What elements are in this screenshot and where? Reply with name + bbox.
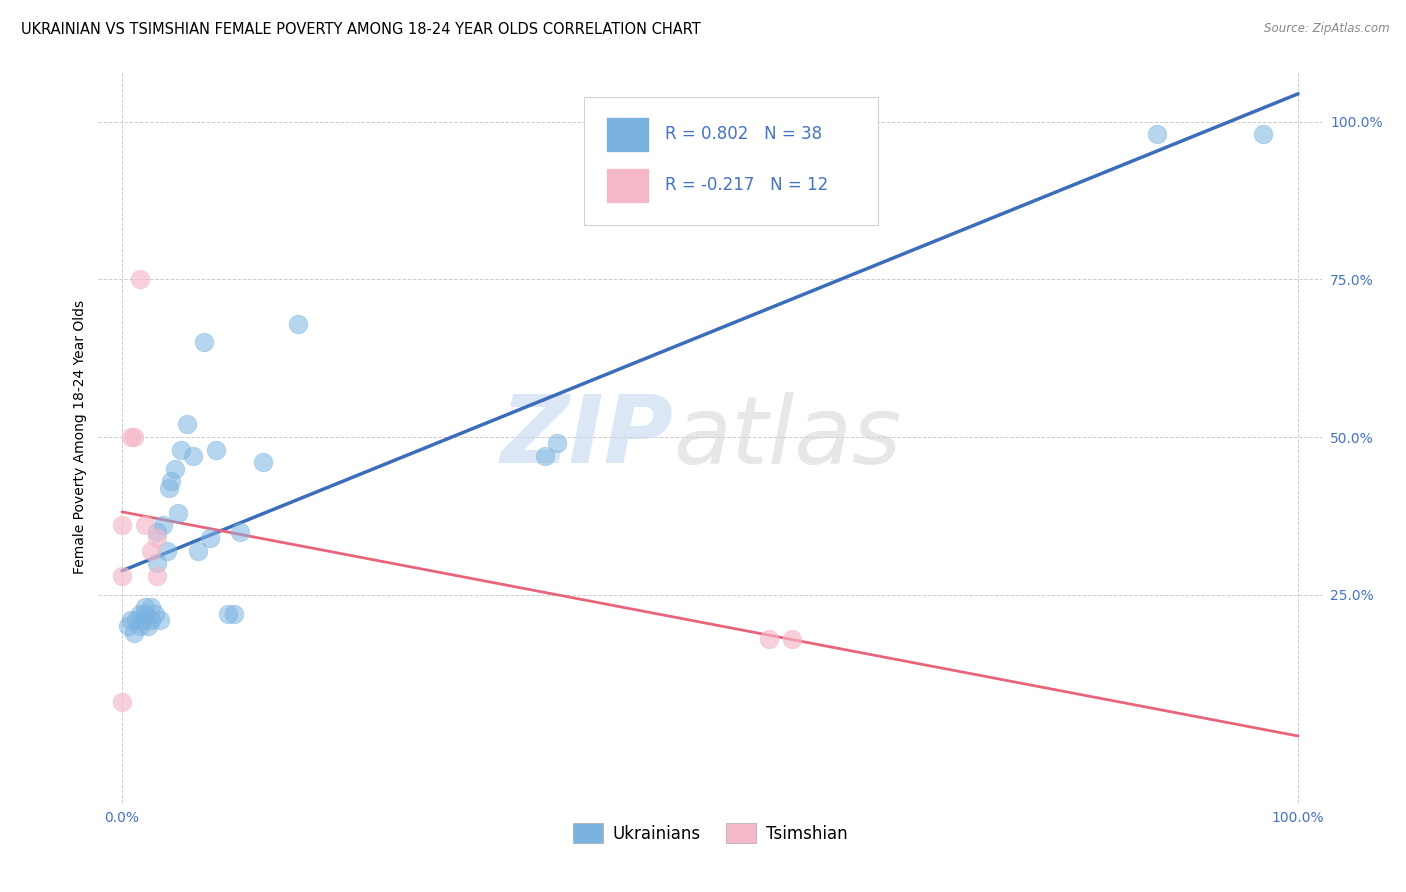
- Point: [128, 272, 150, 286]
- Point: [1251, 128, 1274, 142]
- Point: [117, 619, 139, 633]
- Y-axis label: Female Poverty Among 18-24 Year Olds: Female Poverty Among 18-24 Year Olds: [73, 300, 87, 574]
- Point: [782, 632, 804, 646]
- Point: [198, 531, 221, 545]
- Point: [111, 518, 134, 533]
- Point: [193, 335, 215, 350]
- Point: [157, 481, 180, 495]
- FancyBboxPatch shape: [583, 97, 877, 225]
- Point: [156, 543, 179, 558]
- Point: [125, 613, 148, 627]
- Point: [205, 442, 228, 457]
- FancyBboxPatch shape: [606, 168, 648, 203]
- Point: [152, 518, 174, 533]
- Point: [122, 430, 145, 444]
- Point: [287, 317, 309, 331]
- Text: UKRAINIAN VS TSIMSHIAN FEMALE POVERTY AMONG 18-24 YEAR OLDS CORRELATION CHART: UKRAINIAN VS TSIMSHIAN FEMALE POVERTY AM…: [21, 22, 700, 37]
- Text: R = 0.802   N = 38: R = 0.802 N = 38: [665, 125, 823, 143]
- Point: [128, 619, 150, 633]
- Text: atlas: atlas: [673, 392, 901, 483]
- Legend: Ukrainians, Tsimshian: Ukrainians, Tsimshian: [567, 817, 853, 849]
- Point: [136, 619, 159, 633]
- Point: [187, 543, 209, 558]
- Point: [128, 607, 150, 621]
- Point: [143, 607, 166, 621]
- Point: [132, 613, 155, 627]
- Point: [111, 569, 134, 583]
- Point: [534, 449, 557, 463]
- Point: [134, 600, 156, 615]
- Point: [120, 430, 142, 444]
- Text: R = -0.217   N = 12: R = -0.217 N = 12: [665, 176, 828, 194]
- Point: [141, 543, 163, 558]
- Point: [228, 524, 250, 539]
- Text: ZIP: ZIP: [501, 391, 673, 483]
- Point: [146, 524, 169, 539]
- Point: [111, 695, 134, 709]
- Point: [222, 607, 245, 621]
- Point: [146, 531, 169, 545]
- Point: [217, 607, 239, 621]
- Point: [167, 506, 190, 520]
- Point: [146, 569, 169, 583]
- Point: [163, 461, 186, 475]
- Text: Source: ZipAtlas.com: Source: ZipAtlas.com: [1264, 22, 1389, 36]
- Point: [160, 474, 183, 488]
- Point: [176, 417, 198, 432]
- Point: [141, 600, 163, 615]
- FancyBboxPatch shape: [606, 117, 648, 152]
- Point: [122, 625, 145, 640]
- Point: [134, 607, 156, 621]
- Point: [170, 442, 193, 457]
- Point: [758, 632, 780, 646]
- Point: [120, 613, 142, 627]
- Point: [546, 436, 568, 450]
- Point: [252, 455, 274, 469]
- Point: [134, 518, 156, 533]
- Point: [181, 449, 204, 463]
- Point: [146, 556, 169, 570]
- Point: [149, 613, 172, 627]
- Point: [1146, 128, 1168, 142]
- Point: [141, 613, 163, 627]
